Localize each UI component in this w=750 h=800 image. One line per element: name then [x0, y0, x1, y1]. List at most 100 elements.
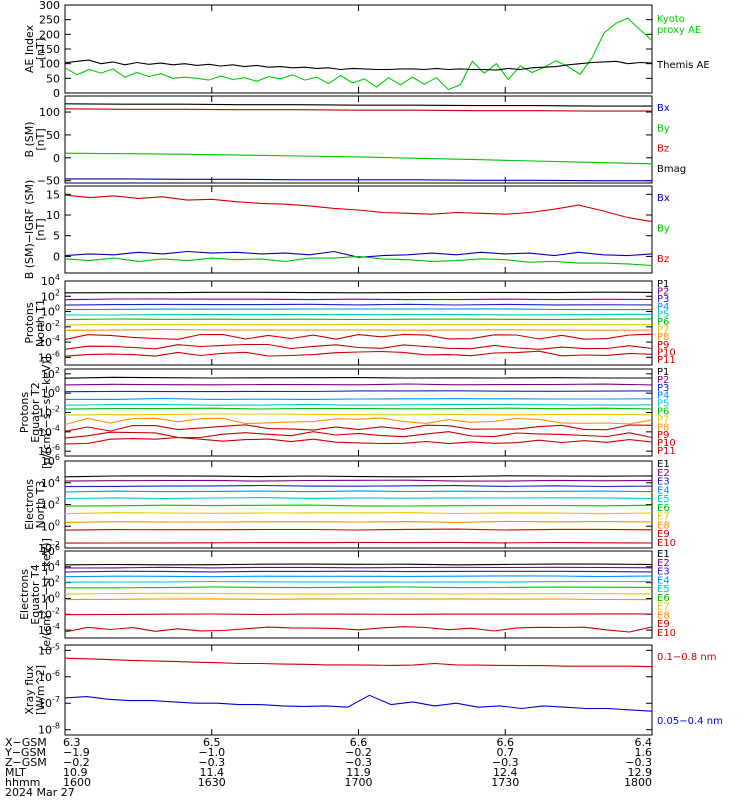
legend-label: E8	[657, 610, 670, 621]
legend-label: E3	[657, 567, 670, 578]
y-tick-label: 102	[41, 366, 60, 381]
legend-label: P6	[657, 407, 669, 418]
ephemeris-value: 10.9	[63, 766, 88, 779]
legend-label: E10	[657, 538, 676, 549]
legend-label: P2	[657, 375, 669, 386]
y-tick-label: 250	[39, 14, 60, 27]
y-tick-label: 104	[41, 273, 60, 288]
y-tick-label: 0	[53, 250, 60, 263]
legend-label: E10	[657, 628, 676, 639]
series-line	[64, 108, 652, 112]
series-line	[65, 313, 653, 316]
ephemeris-value: 11.4	[200, 766, 225, 779]
series-line	[64, 103, 652, 107]
legend-label: E5	[657, 494, 670, 505]
ephemeris-value: 1600	[63, 776, 91, 789]
ephemeris-value: −0.3	[492, 756, 519, 769]
y-tick-label: 5	[53, 230, 60, 243]
legend-label: E7	[657, 512, 670, 523]
y-tick-label: 15	[46, 188, 60, 201]
panel-3: 0 5 10 15B (SM)−IGRF (SM)[nT] Bx By Bz	[23, 180, 670, 280]
legend-label: P11	[657, 446, 676, 457]
ephemeris-value: 1730	[491, 776, 519, 789]
series-line	[64, 475, 653, 478]
series-line	[64, 497, 653, 500]
legend-label: P8	[657, 332, 669, 343]
series-line	[64, 291, 653, 294]
y-axis-title: ProtonsNorth T1	[23, 299, 47, 347]
ephemeris-value: −0.3	[625, 756, 652, 769]
legend-label: P7	[657, 414, 669, 425]
series-line	[64, 383, 653, 386]
series-line	[64, 323, 653, 326]
y-tick-label: 10-8	[38, 722, 60, 737]
series-line	[64, 255, 653, 267]
series-line	[64, 403, 653, 406]
ephemeris-value: 6.5	[203, 736, 221, 749]
y-tick-label: 0	[53, 87, 60, 100]
ephemeris-value: 1.6	[635, 746, 653, 759]
legend-label: P8	[657, 422, 669, 433]
legend-label: E1	[657, 459, 670, 470]
legend-label: P7	[657, 325, 669, 336]
ephemeris-value: 6.3	[63, 736, 81, 749]
y-tick-label: 104	[41, 475, 60, 490]
y-tick-label: 102	[41, 575, 60, 590]
legend-label: E4	[657, 485, 670, 496]
legend-label: Bx	[657, 193, 670, 204]
legend-label: 0.1−0.8 nm	[657, 652, 716, 663]
y-tick-label: 300	[39, 0, 60, 12]
legend-label: By	[657, 224, 670, 235]
series-line	[64, 152, 653, 165]
series-line	[64, 528, 653, 531]
ephemeris-value: −0.2	[63, 756, 90, 769]
legend-label: E5	[657, 584, 670, 595]
y-axis-title: ElectronsNorth T3	[23, 479, 47, 530]
y-tick-label: 100	[39, 106, 60, 119]
legend-label: E9	[657, 529, 670, 540]
ephemeris-row-label: 2024 Mar 27	[5, 786, 75, 799]
y-tick-label: 10	[46, 209, 60, 222]
legend-label: P9	[657, 340, 669, 351]
legend-label: E3	[657, 477, 670, 488]
series-line	[64, 424, 653, 432]
ephemeris-row-label: hhmm	[5, 776, 40, 789]
legend-label: P5	[657, 309, 669, 320]
series-line	[64, 194, 653, 223]
legend-label: P2	[657, 287, 669, 298]
y-tick-label: −50	[37, 175, 60, 188]
series-line	[64, 436, 653, 445]
ephemeris-value: −1.0	[198, 746, 225, 759]
legend-label: By	[657, 123, 670, 134]
legend-label: E6	[657, 593, 670, 604]
legend-label: P3	[657, 294, 669, 305]
series-line	[65, 586, 653, 589]
series-line	[64, 580, 653, 583]
series-line	[64, 350, 653, 357]
y-axis-title: B (SM)−IGRF (SM)[nT]	[23, 180, 47, 280]
y-tick-label: 100	[39, 58, 60, 71]
legend-label: P10	[657, 347, 676, 358]
series-line	[64, 613, 653, 616]
y-tick-label: 10-5	[38, 642, 60, 657]
series-line	[65, 397, 653, 400]
legend-label: P1	[657, 279, 669, 290]
ephemeris-row-label: Y−GSM	[4, 746, 46, 759]
series-line	[64, 504, 653, 507]
y-tick-label: 100	[41, 304, 60, 319]
y-axis-title: B (SM)[nT]	[23, 121, 47, 157]
legend-label: P1	[657, 367, 669, 378]
plot-frame	[64, 460, 653, 549]
y-tick-label: 200	[39, 28, 60, 41]
series-line	[64, 303, 653, 306]
series-line	[64, 479, 653, 482]
y-tick-label: 10-4	[38, 334, 60, 349]
y-tick-label: 50	[46, 129, 60, 142]
series-line	[64, 318, 652, 321]
legend-label: P10	[657, 438, 676, 449]
ephemeris-value: 12.4	[493, 766, 518, 779]
legend-label: P9	[657, 430, 669, 441]
legend-label: P11	[657, 355, 676, 366]
